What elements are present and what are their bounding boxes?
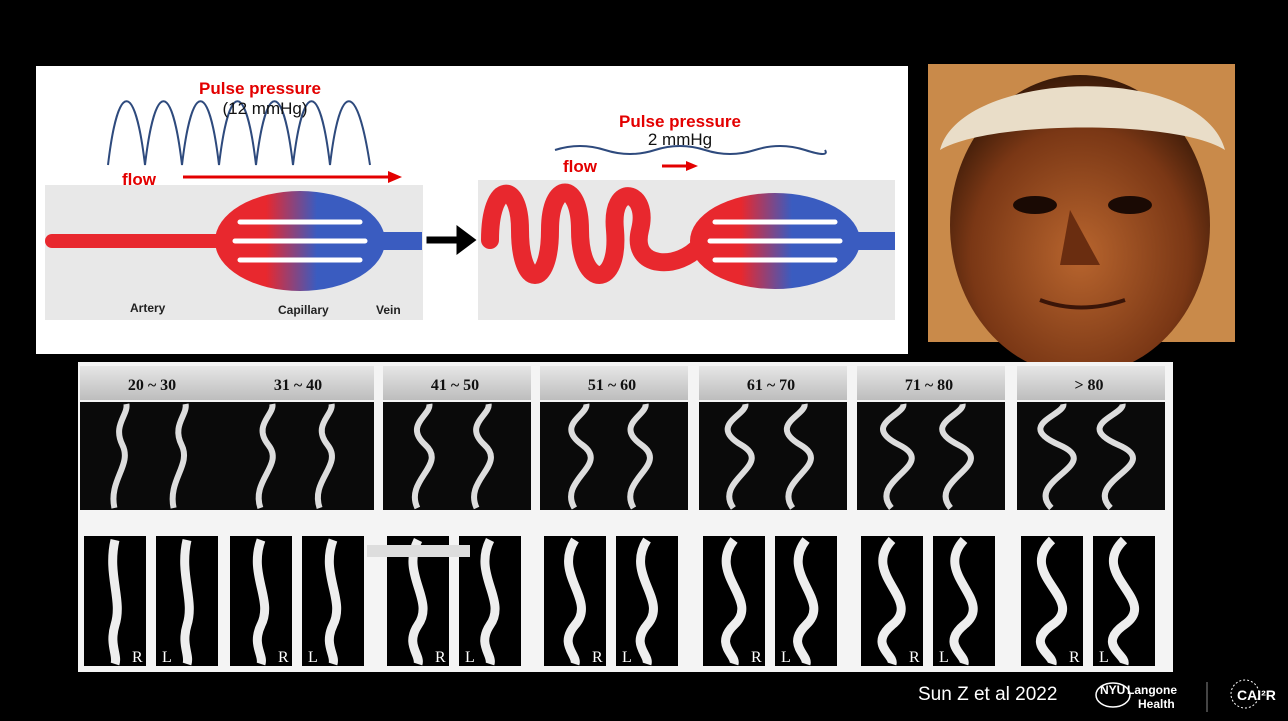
vessel-image [861,536,923,666]
side-label: R [751,649,762,666]
pulse-title: Pulse pressure [619,112,741,131]
vessel-image [703,536,765,666]
body: Pulse pressure (12 mmHg) flow Artery Cap… [0,0,1288,721]
overlay-bar [367,545,470,557]
side-label: R [278,649,289,666]
pulse-value: 2 mmHg [648,130,712,149]
side-label: L [308,649,318,666]
side-label: R [132,649,143,666]
side-label: L [162,649,172,666]
side-label: L [939,649,949,666]
age-label: 31 ~ 40 [274,377,322,394]
vessel-label: Vein [376,303,401,317]
mra-image [383,402,531,510]
side-label: R [909,649,920,666]
cai2r-logo: CAI²R [1237,687,1276,703]
age-label: 61 ~ 70 [747,377,795,394]
flow-label: flow [122,170,157,189]
artery-image [185,540,190,664]
age-label: 51 ~ 60 [588,377,636,394]
vessel-image [544,536,606,666]
side-label: L [622,649,632,666]
age-label: 71 ~ 80 [905,377,953,394]
slide: Pulse pressure (12 mmHg) flow Artery Cap… [0,0,1288,721]
vessel-image [1021,536,1083,666]
side-label: R [1069,649,1080,666]
mra-image [80,402,228,510]
vessel-image [775,536,837,666]
side-label: L [781,649,791,666]
flow-label: flow [563,157,598,176]
nyu-logo: Langone [1127,683,1177,697]
vessel-image [933,536,995,666]
pulse-value: (12 mmHg) [222,99,307,118]
citation: Sun Z et al 2022 [918,684,1057,705]
nyu-logo: NYU [1100,683,1125,697]
artery-image [113,540,118,664]
age-label: 41 ~ 50 [431,377,479,394]
mra-image [857,402,1005,510]
side-label: R [435,649,446,666]
mra-image [699,402,847,510]
portrait [928,64,1235,375]
vein [845,232,895,250]
age-label: 20 ~ 30 [128,377,176,394]
side-label: R [592,649,603,666]
side-label: L [1099,649,1109,666]
vessel-label: Capillary [278,303,329,317]
artery [45,234,235,248]
side-label: L [465,649,475,666]
nyu-logo: Health [1138,697,1175,711]
age-label: > 80 [1074,377,1103,394]
vein [370,232,422,250]
vessel-label: Artery [130,301,166,315]
mra-image [1017,402,1165,510]
vessel-image [616,536,678,666]
pulse-title: Pulse pressure [199,79,321,98]
mra-image [540,402,688,510]
mra-image [226,402,374,510]
vessel-image [1093,536,1155,666]
page: {"diagram":{"left":{"pulse_title":"Pulse… [0,0,1288,721]
